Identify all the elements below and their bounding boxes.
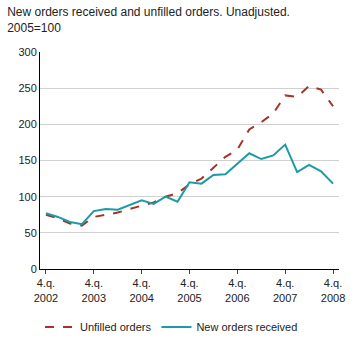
svg-text:4.q.2008: 4.q.2008 <box>321 277 345 303</box>
svg-text:4.q.2007: 4.q.2007 <box>273 277 297 303</box>
svg-text:4.q.2005: 4.q.2005 <box>177 277 201 303</box>
svg-text:250: 250 <box>18 82 36 94</box>
svg-text:4.q.2006: 4.q.2006 <box>225 277 249 303</box>
svg-text:4.q.2004: 4.q.2004 <box>129 277 153 303</box>
svg-text:New orders received: New orders received <box>196 321 297 333</box>
svg-text:4.q.2002: 4.q.2002 <box>34 277 58 303</box>
svg-text:4.q.2003: 4.q.2003 <box>82 277 106 303</box>
svg-text:New orders received and unfill: New orders received and unfilled orders.… <box>7 5 290 35</box>
svg-text:Unfilled orders: Unfilled orders <box>80 321 151 333</box>
svg-text:50: 50 <box>25 227 37 239</box>
svg-text:150: 150 <box>18 154 36 166</box>
svg-text:100: 100 <box>18 191 36 203</box>
svg-text:200: 200 <box>18 118 36 130</box>
svg-text:0: 0 <box>31 263 37 275</box>
svg-text:300: 300 <box>18 46 36 58</box>
